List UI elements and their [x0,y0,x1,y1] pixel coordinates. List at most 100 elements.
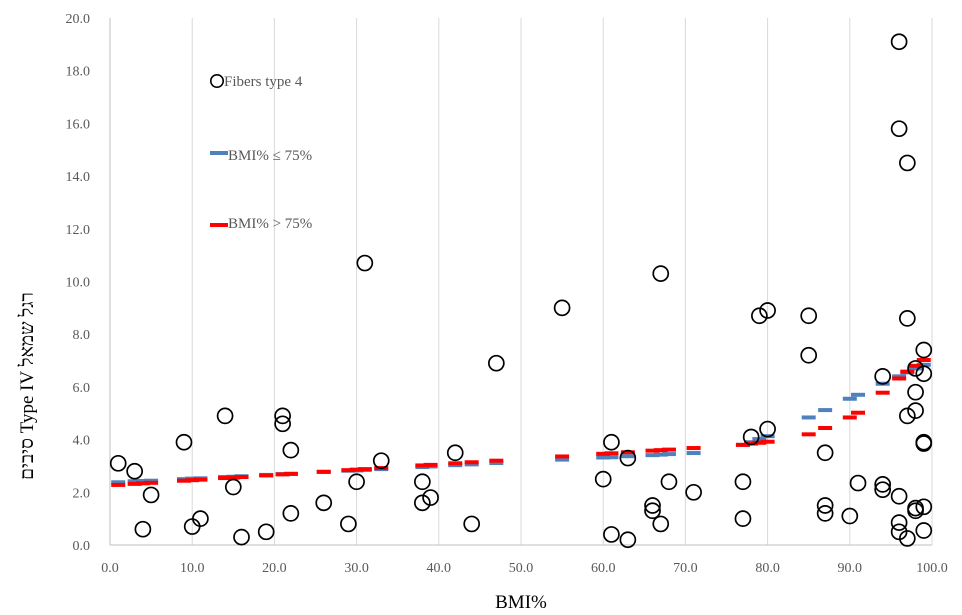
y-tick-label: 2.0 [73,486,91,501]
x-tick-labels: 0.0 10.0 20.0 30.0 40.0 50.0 60.0 70.0 80.0 90.0 1… [101,561,948,576]
data-point [734,473,752,491]
data-point [907,360,924,377]
y-tick-labels: 0.0 2.0 4.0 6.0 8.0 10.0 12.0 14.0 16.0 18.0 20.0 [66,12,91,554]
data-point [414,473,431,491]
legend-item-le75: BMI% ≤ 75% [210,148,312,164]
data-point [340,515,357,533]
data-point [315,494,333,512]
legend-label-le75: BMI% ≤ 75% [228,148,312,164]
y-tick-label: 0.0 [73,539,91,554]
data-point [134,520,152,538]
data-point [898,407,916,425]
data-point [759,420,776,438]
data-point [282,505,300,522]
data-point [422,489,439,506]
data-point [915,365,933,383]
data-point [751,307,768,325]
data-point [603,526,620,543]
legend-item-gt75: BMI% > 75% [210,216,312,232]
y-tick-label: 4.0 [73,434,91,449]
data-point [915,433,933,451]
data-point [800,346,818,364]
data-point [685,483,702,501]
data-point [915,498,933,516]
data-point [898,310,916,327]
data-point [890,487,908,505]
data-point [274,415,291,433]
x-tick-label: 70.0 [673,561,698,576]
x-tick-label: 80.0 [755,561,780,576]
x-tick-label: 30.0 [344,561,369,576]
data-point [463,515,481,533]
data-point [874,481,892,499]
data-point [890,33,908,51]
data-point [274,407,291,425]
data-point [742,428,760,446]
legend-item-fibers: Fibers type 4 [210,74,303,90]
data-point [915,522,933,539]
data-point [874,368,892,385]
data-point [660,473,678,491]
data-point [849,474,867,492]
data-point [224,478,242,496]
data-point [915,435,933,452]
data-point [915,341,933,359]
data-point [652,265,670,282]
data-point [907,383,924,401]
y-tick-label: 8.0 [73,328,91,343]
data-point [652,515,670,533]
data-point [414,494,431,512]
data-point [372,452,390,470]
scatter-points [109,33,933,549]
data-point [759,302,776,319]
data-point [216,407,234,425]
data-point [890,120,908,138]
data-point [898,154,916,172]
data-point [348,473,365,491]
x-tick-label: 90.0 [838,561,863,576]
data-point [841,507,859,525]
data-point [874,476,892,493]
data-point [816,444,834,462]
y-tick-label: 14.0 [66,170,91,185]
y-tick-label: 18.0 [66,65,91,80]
y-tick-label: 6.0 [73,381,91,396]
data-point [553,299,571,317]
data-point [594,470,612,488]
data-point [734,510,752,528]
data-point [142,486,160,504]
data-point [282,441,300,459]
x-tick-label: 40.0 [427,561,452,576]
data-point [487,354,505,372]
legend-label-fibers: Fibers type 4 [224,74,303,90]
data-point [800,307,818,325]
data-point [257,523,275,541]
x-tick-label: 20.0 [262,561,287,576]
y-tick-label: 10.0 [66,276,91,291]
grid-lines [191,18,933,545]
x-tick-label: 0.0 [101,561,119,576]
data-point [898,530,916,547]
y-tick-label: 16.0 [66,117,91,132]
legend-label-gt75: BMI% > 75% [228,216,312,232]
data-point [619,531,637,549]
x-axis-title: BMI% [495,592,547,613]
legend: Fibers type 4 BMI% ≤ 75% BMI% > 75% [210,74,312,232]
trend-series-gt75 [111,358,931,487]
data-point [644,497,661,514]
data-point [603,433,620,451]
x-tick-label: 100.0 [916,561,948,576]
data-point [109,454,127,472]
data-point [446,444,464,462]
x-tick-label: 50.0 [509,561,534,576]
y-tick-label: 20.0 [66,12,91,27]
data-point [356,254,374,272]
data-point [192,510,209,528]
data-point [619,449,637,467]
data-point [816,497,834,514]
x-tick-label: 10.0 [180,561,205,576]
x-tick-label: 60.0 [591,561,616,576]
data-point [233,528,250,546]
data-point [126,462,144,480]
